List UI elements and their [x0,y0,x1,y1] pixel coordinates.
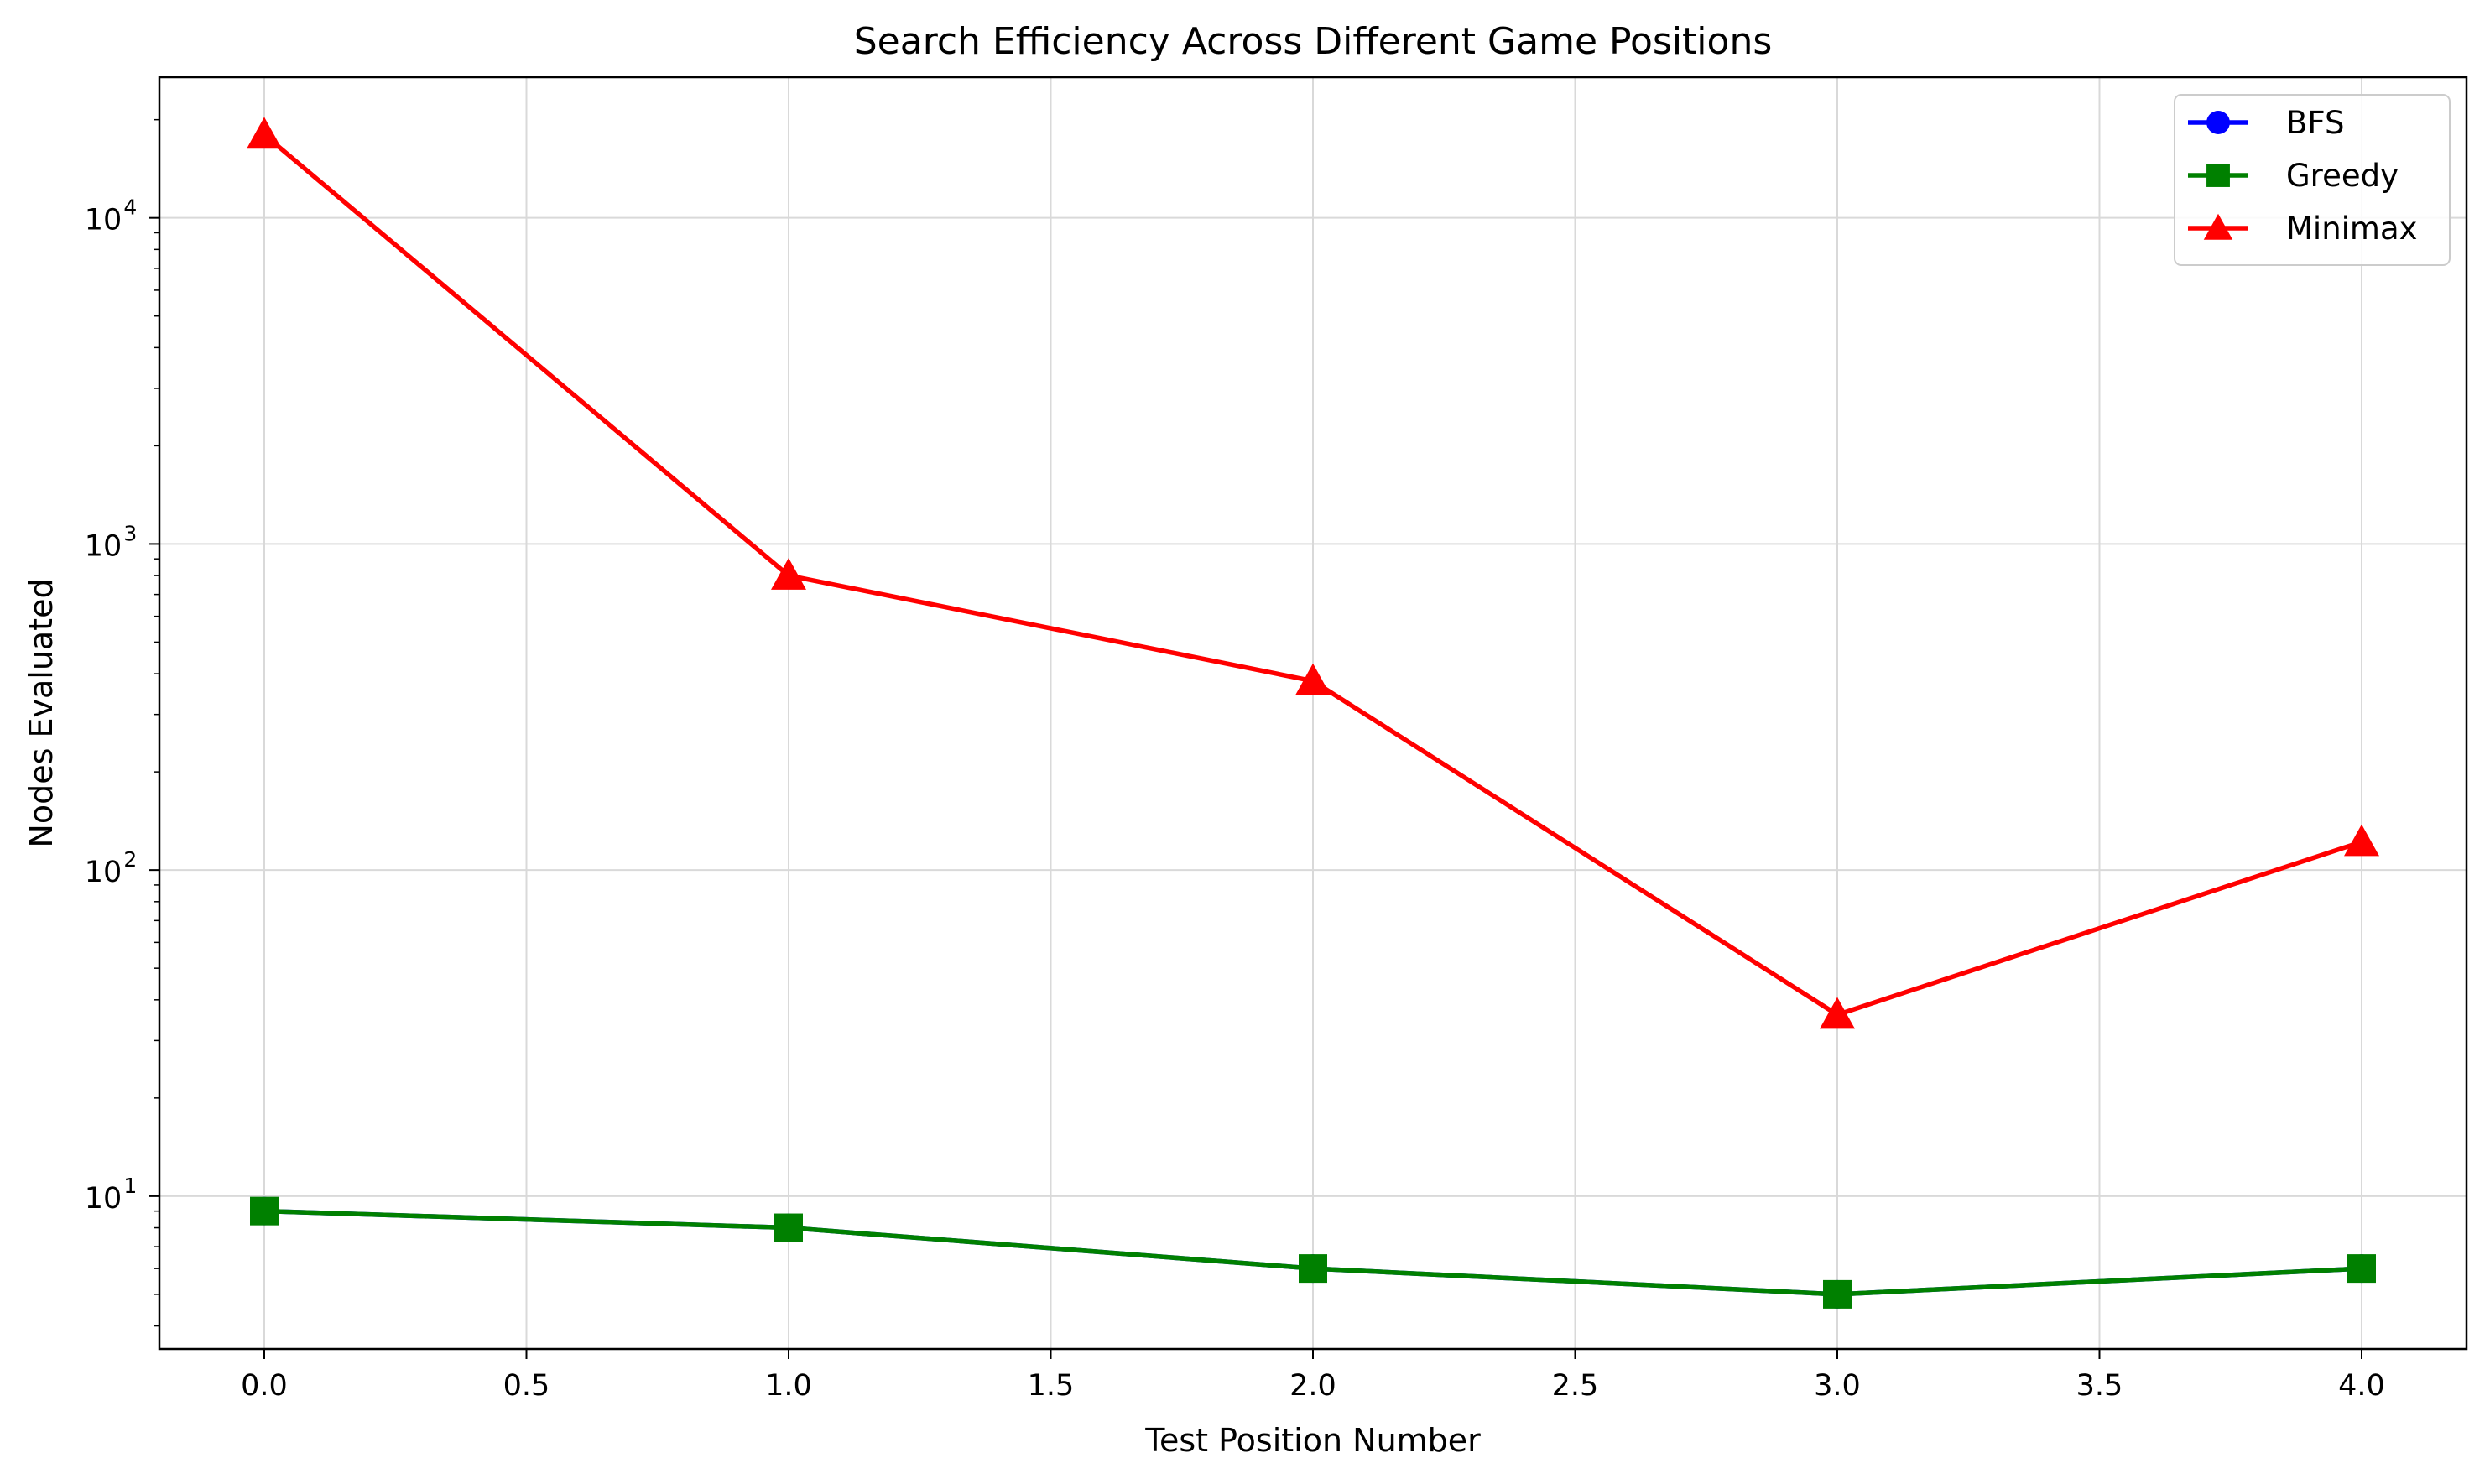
minimax-point [247,117,282,149]
greedy-point [2347,1254,2376,1284]
greedy-point [1299,1254,1327,1284]
x-tick-label: 0.5 [503,1369,550,1403]
y-tick-label: 102 [85,847,137,889]
x-tick-label: 1.5 [1028,1369,1075,1403]
y-tick-label: 101 [85,1174,137,1216]
legend-item-bfs: BFS [2188,105,2345,141]
x-tick-label: 2.0 [1289,1369,1336,1403]
y-axis: 101 102 103 104 [85,118,159,1327]
x-axis-label: Test Position Number [1144,1422,1481,1459]
minimax-point [2344,824,2379,857]
x-axis: 0.0 0.5 1.0 1.5 2.0 2.5 3.0 3.5 4.0 [241,1349,2385,1403]
chart-title: Search Efficiency Across Different Game … [854,20,1773,63]
x-tick-label: 4.0 [2338,1369,2385,1403]
minimax-point [771,558,806,590]
x-tick-label: 3.5 [2076,1369,2123,1403]
y-axis-label: Nodes Evaluated [23,578,60,847]
legend-box [2174,94,2451,266]
x-tick-label: 3.0 [1814,1369,1861,1403]
legend-label: Minimax [2286,211,2418,247]
greedy-point [774,1213,803,1242]
grid [159,77,2467,1349]
x-tick-label: 2.5 [1552,1369,1599,1403]
legend-marker [2206,164,2230,187]
y-tick-label: 103 [85,521,137,563]
series-greedy [250,1196,2376,1309]
minimax-point [1820,997,1855,1029]
x-tick-label: 0.0 [241,1369,288,1403]
legend-marker [2203,213,2233,240]
legend-item-greedy: Greedy [2188,158,2399,194]
legend: BFS Greedy Minimax [2174,94,2451,266]
x-tick-label: 1.0 [765,1369,812,1403]
legend-marker [2206,111,2230,134]
legend-label: BFS [2286,105,2345,141]
series-minimax [247,117,2379,1029]
greedy-point [250,1196,279,1226]
greedy-point [1823,1279,1852,1309]
minimax-point [1295,663,1331,695]
legend-label: Greedy [2286,158,2399,194]
legend-item-minimax: Minimax [2188,211,2418,247]
series-layer [247,117,2379,1309]
y-tick-label: 104 [85,195,137,237]
